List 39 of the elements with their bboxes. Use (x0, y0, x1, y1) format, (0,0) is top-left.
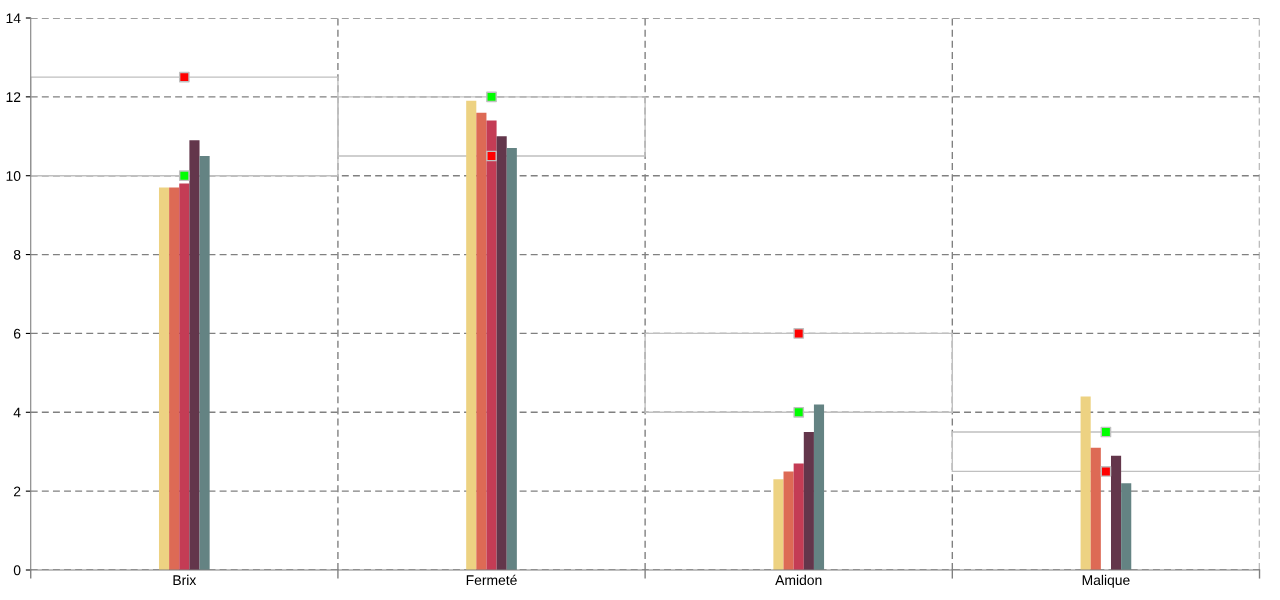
y-tick-label: 0 (13, 565, 21, 576)
bar (158, 187, 170, 570)
bar (199, 156, 210, 570)
point (793, 328, 805, 339)
bar (169, 187, 180, 570)
y-tick-label: 10 (6, 171, 21, 181)
bar (466, 100, 477, 570)
point (486, 150, 497, 162)
bar (486, 120, 497, 570)
bar (496, 136, 507, 570)
point (793, 406, 805, 418)
x-tick-label: Brix (173, 574, 197, 585)
x-tick-label: Fermeté (466, 574, 517, 586)
bar (1110, 455, 1122, 570)
bar (773, 479, 784, 570)
y-tick-label: 2 (13, 486, 21, 497)
bar (951, 431, 1260, 473)
x-tick-label: Malique (1082, 574, 1130, 588)
y-tick-label: 8 (13, 249, 21, 260)
point (178, 71, 190, 83)
point (178, 170, 190, 182)
point (486, 91, 497, 103)
bar (506, 148, 517, 570)
bar (803, 432, 814, 570)
bar (1080, 396, 1091, 570)
bar (813, 404, 825, 570)
bar (783, 471, 794, 570)
bar (476, 112, 487, 570)
bar (189, 140, 200, 570)
y-tick-label: 6 (13, 328, 21, 339)
point (1100, 466, 1112, 477)
bar (1121, 483, 1132, 570)
bar (179, 183, 190, 570)
bar (1090, 447, 1101, 570)
bar (793, 463, 804, 570)
x-tick-label: Amidon (775, 574, 822, 586)
y-tick-label: 12 (6, 92, 21, 102)
y-tick-label: 4 (13, 407, 21, 418)
y-tick-label: 14 (6, 13, 21, 24)
